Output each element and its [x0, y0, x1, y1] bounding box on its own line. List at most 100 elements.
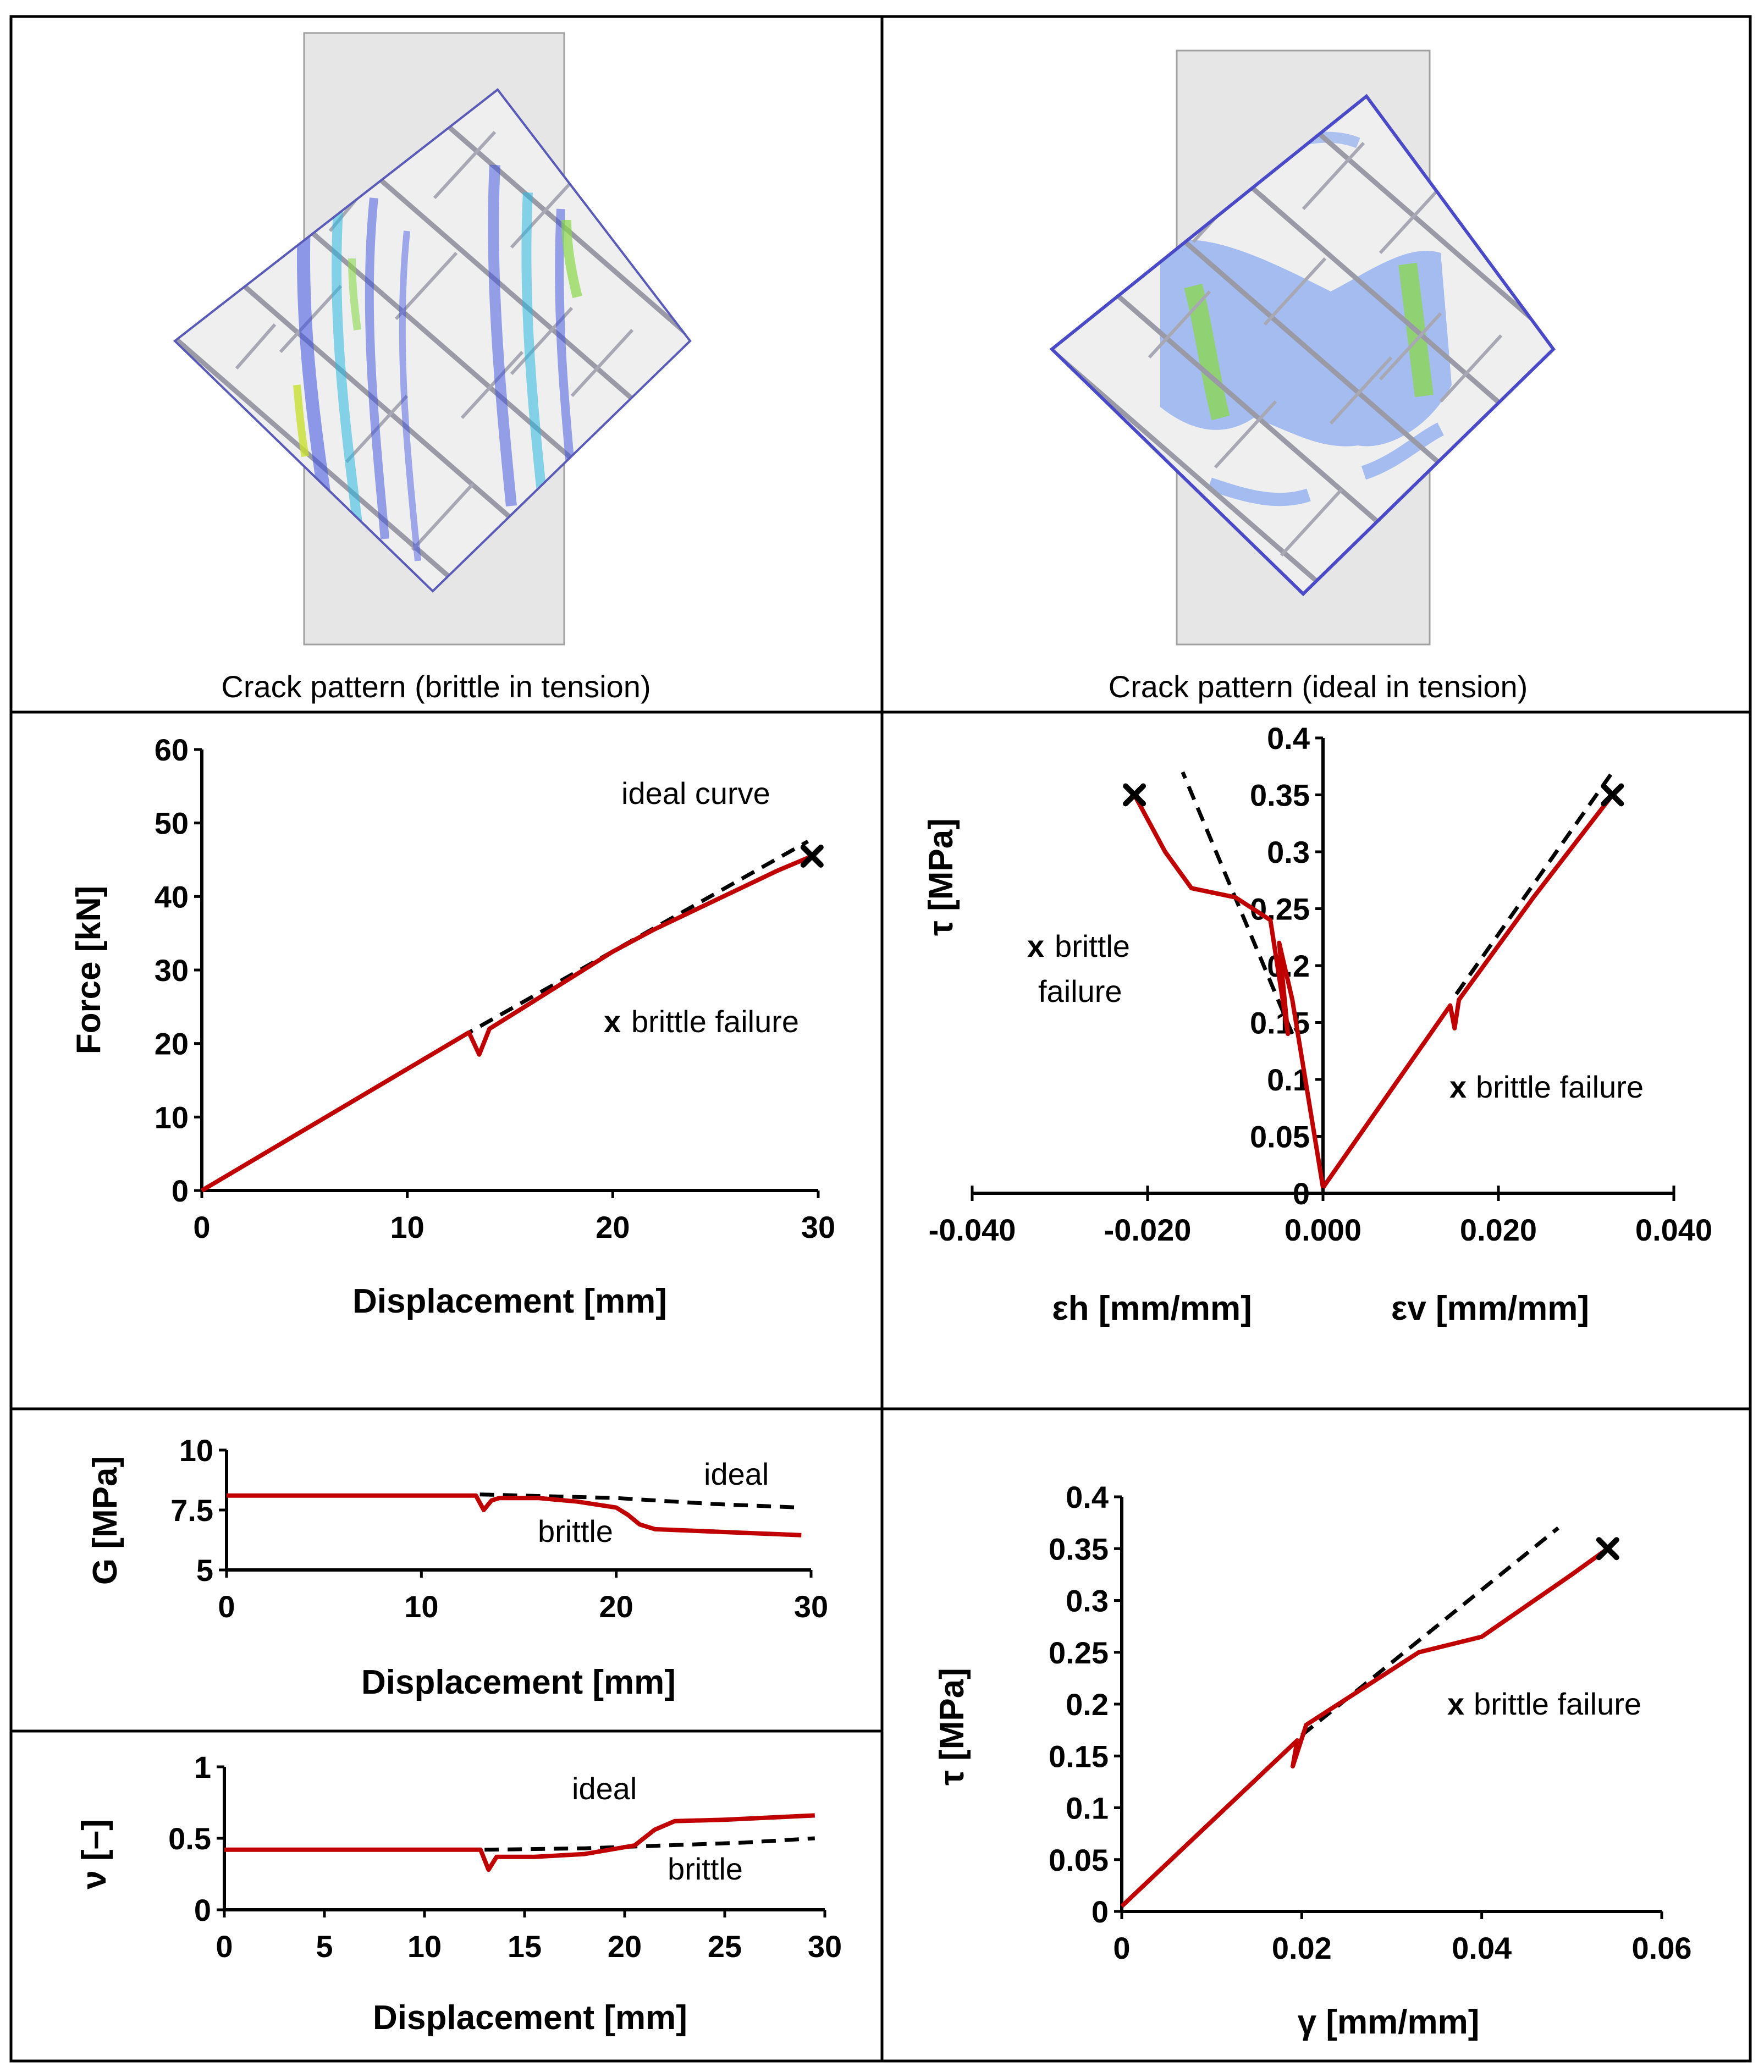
- y-axis-label: τ [MPa]: [922, 818, 960, 936]
- series-ideal-h: [1181, 771, 1294, 1035]
- x-tick-label: 0.040: [1635, 1213, 1712, 1247]
- y-tick-label: 40: [155, 879, 189, 914]
- note-ideal-curve: ideal curve: [621, 776, 770, 811]
- x-ticks: 0 10 20 30: [218, 1570, 828, 1624]
- x-ticks: 0 5 10 15 20 25 30: [216, 1910, 842, 1964]
- x-tick-label: 30: [808, 1929, 842, 1964]
- y-tick-label: 0: [194, 1893, 211, 1927]
- note-brittle-failure: brittle failure: [1474, 1687, 1641, 1721]
- chart-shear-modulus: 5 7.5 10 0 10 20 30 Displacement [mm] G [MPa]…: [86, 1433, 828, 1701]
- series-brittle: [227, 1493, 802, 1538]
- y-tick-label: 0.15: [1049, 1739, 1109, 1773]
- x-tick-label: 0.000: [1285, 1213, 1361, 1247]
- note-ideal: ideal: [572, 1771, 637, 1806]
- x-axis-label: Displacement [mm]: [352, 1282, 667, 1320]
- x-tick-label: 10: [404, 1589, 438, 1624]
- series-lines: [1132, 771, 1614, 1189]
- x-tick-label: 10: [390, 1210, 425, 1244]
- x-tick-label: 20: [608, 1929, 642, 1964]
- y-tick-label: 0.5: [168, 1821, 211, 1856]
- note-brittle: brittle: [668, 1851, 743, 1886]
- note-right-failure: brittle failure: [1476, 1070, 1644, 1104]
- y-axis-label: ν [–]: [75, 1819, 113, 1889]
- x-axis-label-left: εh [mm/mm]: [1052, 1290, 1252, 1327]
- y-tick-label: 0.2: [1066, 1687, 1109, 1722]
- x-tick-label: 25: [708, 1929, 742, 1964]
- y-tick-label: 0.15: [1250, 1006, 1310, 1040]
- x-axis-label-right: εv [mm/mm]: [1391, 1290, 1589, 1327]
- y-ticks: 0 10 20 30 40 50 60: [155, 732, 202, 1208]
- y-tick-label: 10: [179, 1433, 213, 1468]
- series-brittle: [1120, 1547, 1609, 1908]
- y-tick-label: 0.25: [1049, 1635, 1109, 1670]
- x-tick-label: 30: [794, 1589, 828, 1624]
- x-tick-label: 10: [407, 1929, 442, 1964]
- failure-markers: [800, 844, 824, 868]
- y-tick-label: 0.35: [1049, 1531, 1109, 1566]
- series-brittle-h: [1132, 793, 1325, 1188]
- failure-marker: [800, 844, 824, 868]
- failure-markers: [1596, 1537, 1619, 1561]
- series-ideal: [479, 1492, 802, 1510]
- caption-ideal: Crack pattern (ideal in tension): [1109, 669, 1528, 704]
- series-brittle-v: [1321, 793, 1614, 1189]
- y-tick-label: 0.25: [1250, 892, 1310, 927]
- y-tick-label: 0: [1092, 1894, 1109, 1929]
- y-axis-label: τ [MPa]: [933, 1668, 971, 1786]
- y-tick-label: 50: [155, 806, 189, 841]
- series-ideal-v: [1454, 771, 1614, 995]
- note-left-brittle: brittle: [1055, 929, 1130, 963]
- x-tick-label: 0: [193, 1210, 210, 1244]
- y-tick-label: 60: [155, 732, 189, 767]
- y-tick-label: 0: [1293, 1176, 1310, 1211]
- y-tick-label: 1: [194, 1750, 211, 1784]
- series-lines: [227, 1492, 802, 1538]
- y-tick-label: 5: [196, 1553, 213, 1588]
- x-tick-label: -0.040: [929, 1213, 1016, 1247]
- y-ticks: 0 0.05 0.1 0.15 0.2 0.25 0.3 0.35 0.4: [1049, 1480, 1122, 1929]
- x-tick-label: 15: [508, 1929, 542, 1964]
- note-failure-x: x: [1447, 1687, 1464, 1721]
- x-ticks: -0.040 -0.020 0.000 0.020 0.040: [929, 1186, 1712, 1247]
- x-tick-label: 5: [316, 1929, 333, 1964]
- y-axis-label: Force [kN]: [70, 886, 108, 1055]
- crack-bands: [293, 164, 582, 561]
- x-tick-label: 0.02: [1272, 1931, 1332, 1965]
- series-lines: [200, 840, 813, 1193]
- y-ticks: 00.51: [168, 1750, 224, 1927]
- y-tick-label: 20: [155, 1027, 189, 1061]
- y-tick-label: 0.4: [1267, 721, 1310, 756]
- y-tick-label: 0.1: [1066, 1791, 1109, 1826]
- note-left-failure: failure: [1038, 974, 1122, 1009]
- caption-brittle: Crack pattern (brittle in tension): [221, 669, 651, 704]
- panel-frames: [9, 15, 1752, 2063]
- x-tick-label: 0.04: [1452, 1931, 1512, 1965]
- y-tick-label: 0.3: [1267, 835, 1310, 869]
- failure-marker: [1123, 783, 1146, 807]
- note-ideal: ideal: [704, 1457, 769, 1491]
- note-brittle-failure: brittle failure: [631, 1004, 799, 1039]
- x-tick-label: 0: [218, 1589, 235, 1624]
- y-axis-label: G [MPa]: [86, 1456, 124, 1585]
- note-left-x: x: [1027, 929, 1044, 963]
- chart-shear-stress-gamma: 00.050.10.150.20.250.30.350.4 0 0.02 0.04 0…: [933, 1480, 1692, 2041]
- y-tick-label: 0.05: [1250, 1120, 1310, 1154]
- series-lines: [1120, 1526, 1609, 1908]
- series-brittle: [224, 1813, 815, 1872]
- series-brittle: [200, 854, 813, 1193]
- x-ticks: 0 10 20 30: [193, 1191, 835, 1244]
- series-ideal: [484, 1836, 815, 1852]
- y-tick-label: 0.35: [1250, 778, 1310, 813]
- x-tick-label: 0.020: [1460, 1213, 1537, 1247]
- panel-outline: [1049, 93, 1556, 597]
- x-tick-label: 0: [1113, 1931, 1130, 1965]
- series-lines: [224, 1813, 815, 1872]
- x-axis-label: γ [mm/mm]: [1298, 2003, 1480, 2041]
- x-ticks: 0 0.02 0.04 0.06: [1113, 1911, 1692, 1965]
- x-tick-label: 0.06: [1632, 1931, 1692, 1965]
- chart-poisson-ratio: 00.51 0 5 10 15 20 25 30 Displacement [mm] ν […: [75, 1750, 842, 2037]
- crack-pattern-ideal: [1049, 49, 1556, 646]
- y-tick-label: 0.05: [1049, 1843, 1109, 1877]
